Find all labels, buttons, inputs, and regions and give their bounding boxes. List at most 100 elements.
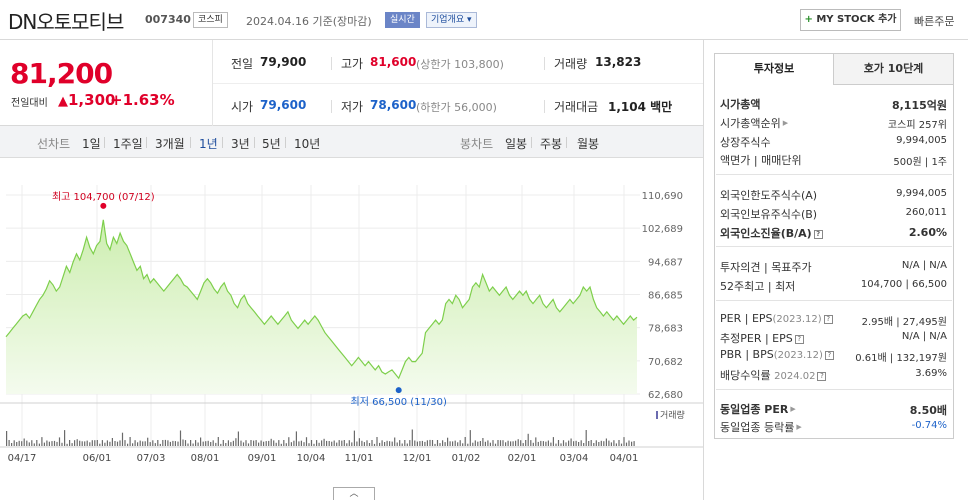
divider — [104, 137, 105, 148]
volume-bar — [328, 441, 330, 446]
x-tick-label: 08/01 — [191, 453, 220, 464]
foreign-ratio-label[interactable]: 외국인소진율(B/A)? — [720, 225, 823, 241]
candle-monthly[interactable]: 월봉 — [577, 137, 600, 151]
volume-bar — [300, 440, 302, 446]
per-eps-label[interactable]: PER | EPS(2023.12)? — [720, 312, 833, 325]
volume-bar — [613, 440, 615, 446]
volume-bar — [232, 440, 234, 446]
invest-info-panel — [714, 84, 954, 439]
volume-bar — [250, 440, 252, 446]
low-value: 78,600 — [370, 98, 417, 112]
x-axis: 04/17 06/01 07/03 08/01 09/01 10/04 11/01 12/01… — [8, 453, 639, 464]
add-mystock-button[interactable]: + MY STOCK 추가 — [800, 9, 901, 31]
volume-bar — [510, 441, 512, 446]
period-1d[interactable]: 1일 — [82, 137, 101, 151]
period-10y[interactable]: 10년 — [294, 137, 321, 151]
volume-bar — [573, 441, 575, 446]
per-eps-value: 2.95배 | 27,495원 — [861, 317, 947, 328]
candle-weekly[interactable]: 주봉 — [540, 137, 563, 151]
volume-bar — [283, 440, 285, 446]
volume-bar — [179, 430, 182, 446]
prev-close-value: 79,900 — [260, 55, 307, 69]
volume-bar — [258, 442, 260, 446]
volume-bar — [134, 440, 136, 446]
date-text: 2024.04.16 기준(장마감) — [246, 15, 372, 28]
volume-bar — [595, 440, 597, 446]
help-icon: ? — [823, 315, 833, 324]
price-area — [6, 219, 637, 394]
volume-bar — [414, 440, 416, 446]
volume-bar — [494, 443, 497, 446]
volume-bar — [48, 441, 50, 446]
volume-bar — [331, 441, 333, 446]
prev-close-label: 전일 — [231, 57, 254, 71]
tab-invest-info[interactable]: 투자정보 — [714, 53, 834, 85]
volume-bar — [81, 441, 83, 446]
volume-bar — [527, 433, 529, 446]
period-1y[interactable]: 1년 — [199, 137, 218, 151]
volume-bar — [633, 441, 635, 446]
price-chart[interactable]: 110,690 102,689 94,687 86,685 78,683 70,682 62… — [0, 160, 704, 500]
volume-bar — [237, 431, 239, 446]
volume-bar — [225, 443, 227, 446]
change-percent: +1.63% — [110, 91, 175, 109]
volume-bar — [207, 440, 209, 446]
volume-bar — [386, 440, 388, 446]
x-tick-label: 04/01 — [610, 453, 639, 464]
shares-label: 상장주식수 — [720, 136, 771, 149]
volume-bar — [389, 441, 391, 446]
period-5y[interactable]: 5년 — [262, 137, 281, 151]
period-3y[interactable]: 3년 — [231, 137, 250, 151]
volume-bar — [56, 441, 58, 446]
volume-bar — [94, 440, 96, 446]
price-line — [5, 219, 638, 380]
high-value: 81,600 — [370, 55, 417, 69]
pbr-bps-label[interactable]: PBR | BPS(2023.12)? — [720, 348, 834, 361]
company-overview-dropdown[interactable]: 기업개요 ▾ — [426, 12, 477, 28]
volume-bar — [184, 440, 187, 446]
volume-bar — [273, 440, 275, 446]
volume-bar — [479, 441, 481, 446]
candle-daily[interactable]: 일봉 — [505, 137, 528, 151]
volume-bar — [578, 442, 580, 446]
volume-bar — [245, 440, 247, 446]
industry-per-label[interactable]: 동일업종 PER ▶ — [720, 403, 796, 416]
volume-bar — [154, 443, 156, 446]
collapse-handle[interactable]: ︿ — [333, 487, 375, 500]
volume-bar — [318, 442, 320, 446]
x-tick-label: 02/01 — [508, 453, 537, 464]
rank-label[interactable]: 시가총액순위 ▶ — [720, 117, 789, 130]
volume-bar — [598, 442, 600, 446]
volume-bar — [373, 443, 376, 446]
tab-quote-10[interactable]: 호가 10단계 — [833, 53, 954, 85]
y-tick-label: 110,690 — [642, 191, 683, 202]
quick-order-link[interactable]: 빠른주문 — [914, 15, 955, 28]
divider — [566, 137, 567, 148]
volume-bar — [505, 442, 507, 446]
x-tick-label: 10/04 — [297, 453, 326, 464]
volume-bar — [384, 442, 386, 446]
est-per-label[interactable]: 추정PER | EPS? — [720, 330, 804, 346]
industry-change-label[interactable]: 동일업종 등락률 ▶ — [720, 421, 802, 434]
volume-value: 13,823 — [595, 55, 642, 69]
volume-bar — [247, 443, 250, 446]
volume-bar — [419, 441, 421, 446]
volume-bar — [570, 438, 572, 446]
volume-bar — [227, 440, 229, 446]
volume-bar — [535, 437, 537, 446]
period-1w[interactable]: 1주일 — [113, 137, 143, 151]
volume-bar — [303, 442, 305, 446]
volume-bar — [84, 441, 86, 446]
pbr-bps-value: 0.61배 | 132,197원 — [855, 353, 947, 364]
realtime-button[interactable]: 실시간 — [385, 12, 420, 28]
volume-bar — [230, 442, 232, 446]
volume-bar — [240, 440, 242, 446]
volume-bar — [285, 443, 287, 446]
help-icon: ? — [794, 335, 804, 344]
volume-bar — [109, 441, 111, 446]
volume-bar — [620, 443, 623, 446]
volume-bar — [305, 437, 308, 446]
period-3m[interactable]: 3개월 — [155, 137, 185, 151]
amount-label: 거래대금 — [554, 100, 599, 114]
dividend-label[interactable]: 배당수익률 2024.02? — [720, 367, 827, 383]
